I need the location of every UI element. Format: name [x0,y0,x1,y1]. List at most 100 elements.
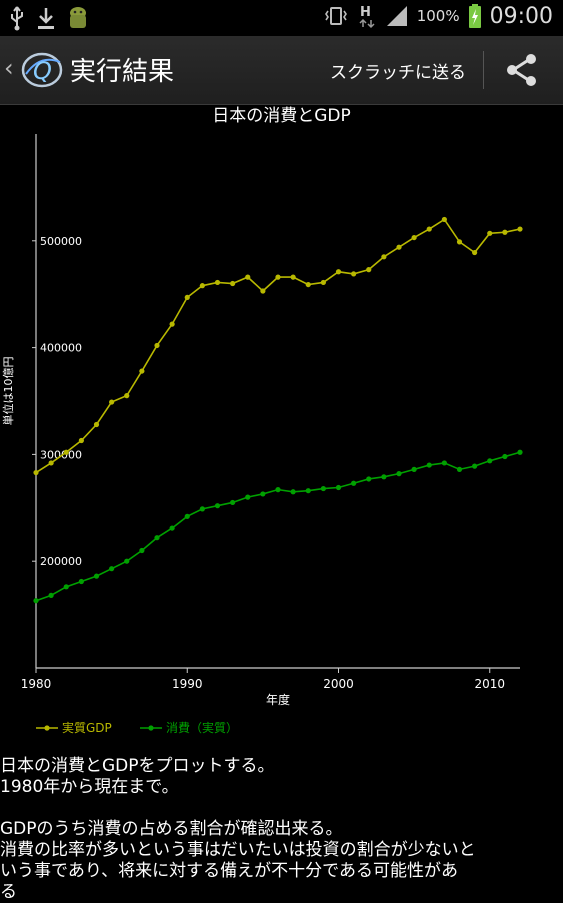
data-point [381,474,387,480]
data-point [502,453,508,460]
data-point [517,449,523,455]
data-point [78,578,84,585]
data-point [33,598,39,604]
data-point [426,462,432,468]
status-bar: H 100% 09:00 [0,0,563,36]
data-point [184,294,190,301]
data-point [441,216,447,223]
data-point [139,368,145,374]
x-tick-label: 2010 [474,677,505,691]
data-point [109,399,115,405]
data-point [109,566,115,572]
description-line: いう事であり、将来に対する備えが不十分である可能性があ [0,861,458,881]
data-point [487,230,493,236]
data-point [381,254,387,260]
data-point [366,267,372,273]
data-point [245,494,251,500]
data-point [169,525,175,531]
data-point [199,506,205,512]
battery-charging-icon [468,4,481,28]
data-point [502,229,508,235]
data-point [411,234,417,241]
data-point [487,458,493,464]
chart-title: 日本の消費とGDP [212,106,351,126]
data-point [456,239,463,245]
legend-label: 実質GDP [62,720,112,735]
vibrate-icon [324,7,347,25]
data-point [320,485,326,492]
data-point [275,487,281,493]
data-point [63,584,69,590]
data-point [124,393,130,399]
app-logo-icon: Q [21,52,63,88]
series-line-0 [35,218,521,474]
data-point [93,421,100,428]
battery-percent: 100% [416,7,460,25]
data-point [290,489,296,495]
description-line: GDPのうち消費の占める割合が確認出来る。 [0,819,343,839]
data-point [154,342,160,349]
data-point [320,279,326,286]
svg-text:Q: Q [33,57,52,85]
signal-icon [386,6,407,26]
data-point [396,244,402,250]
data-point [124,558,130,564]
data-point [472,463,478,469]
y-axis-label: 単位は10億円 [1,357,15,426]
x-tick-label: 2000 [323,677,354,691]
y-tick-label: 300000 [40,448,82,461]
data-point [456,466,463,472]
data-point [275,274,281,280]
data-point [48,460,54,466]
data-point [245,274,251,280]
data-point [199,283,205,289]
data-point [63,449,69,455]
x-tick-label: 1980 [21,677,52,691]
data-point [290,274,296,280]
action-divider [483,51,484,89]
page-title: 実行結果 [70,57,175,87]
description-line: 消費の比率が多いという事はだいたいは投資の割合が少ないと [0,840,476,860]
consumption-gdp-chart: 1980 1990 2000 2010 200000 300000 400000 500000… [1,134,523,735]
clock: 09:00 [489,3,553,29]
description-line: る [0,882,17,902]
share-icon[interactable] [504,52,540,88]
data-point [93,573,100,579]
data-point [33,469,39,476]
data-point [335,269,342,275]
series-line-1 [35,451,521,602]
data-point [260,491,266,497]
data-point [351,271,357,277]
data-point [214,503,221,509]
x-axis-label: 年度 [266,692,290,707]
data-point [78,437,84,444]
android-icon [70,7,86,28]
data-point [260,288,266,294]
up-caret-icon: ‹ [4,54,14,82]
data-point [396,471,402,477]
network-type-label: H [360,5,371,20]
chart-area: 日本の消費とGDP 1980 1990 2000 2010 200000 300000 40… [0,104,563,744]
data-point [139,547,145,554]
data-point [472,249,478,256]
system-icons: H 100% 09:00 [323,3,553,29]
y-tick-label: 400000 [40,342,82,355]
hsdpa-icon: H [359,5,375,29]
data-point [426,226,432,232]
description: 日本の消費とGDPをプロットする。 1980年から現在まで。 GDPのうち消費の… [0,756,560,903]
data-point [366,476,372,482]
data-point [305,488,311,494]
data-point [411,466,417,472]
data-point [48,592,54,598]
download-icon [38,8,54,29]
data-point [184,513,190,519]
x-tick-label: 1990 [172,677,203,691]
data-point [154,535,160,541]
data-point [230,499,236,506]
legend-marker [148,725,154,731]
data-point [335,484,342,491]
description-line: 1980年から現在まで。 [0,777,179,797]
data-point [305,281,311,288]
send-to-scratch-button[interactable]: スクラッチに送る [330,63,466,83]
description-line: 日本の消費とGDPをプロットする。 [0,756,275,776]
